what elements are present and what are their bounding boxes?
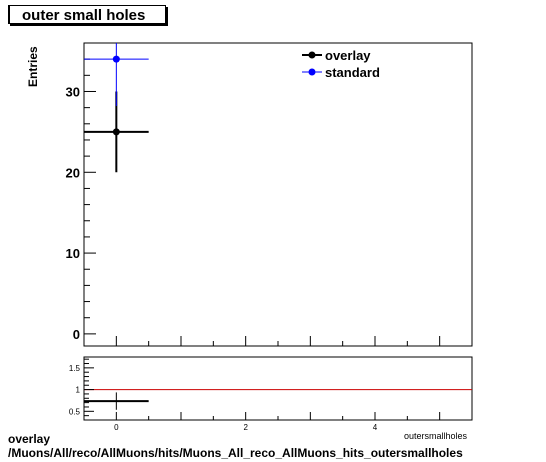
standard-point: [112, 55, 120, 63]
ratio-y-tick-label: 1.5: [69, 364, 81, 373]
legend-marker-overlay: [308, 51, 316, 59]
legend-label-overlay: overlay: [325, 48, 371, 63]
legend: overlay standard: [302, 48, 380, 80]
y-tick-label: 20: [66, 165, 80, 180]
y-tick-label: 30: [66, 84, 80, 99]
legend-marker-standard: [308, 68, 316, 76]
ratio-y-tick-label: 0.5: [69, 407, 81, 416]
overlay-point: [112, 128, 120, 136]
ratio-x-tick-label: 4: [373, 423, 378, 432]
y-tick-label: 0: [73, 327, 80, 342]
footer-line-1: overlay: [8, 432, 51, 446]
ratio-x-tick-label: 0: [114, 423, 119, 432]
y-tick-label: 10: [66, 246, 80, 261]
y-axis-label: Entries: [26, 46, 40, 87]
footer-line-2: /Muons/All/reco/AllMuons/hits/Muons_All_…: [8, 446, 463, 460]
title-box: outer small holes: [8, 5, 166, 24]
ratio-plot: 0.5 1 1.5 0 2 4 outersmallholes: [69, 356, 473, 441]
main-frame: [83, 42, 473, 347]
chart-title: outer small holes: [22, 7, 146, 24]
ratio-frame: [83, 356, 473, 421]
legend-label-standard: standard: [325, 65, 380, 80]
main-plot: 0 10 20 30 Entries: [26, 42, 473, 347]
ratio-y-tick-label: 1: [76, 386, 81, 395]
x-axis-label: outersmallholes: [404, 431, 468, 441]
ratio-x-tick-label: 2: [243, 423, 248, 432]
